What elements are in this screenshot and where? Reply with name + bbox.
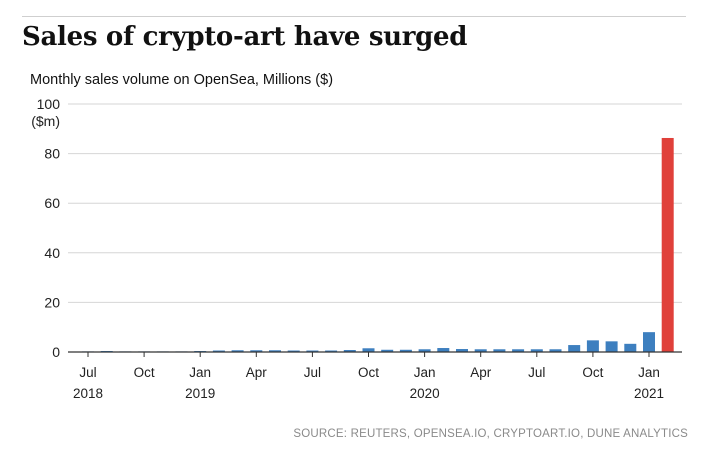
bar <box>287 350 300 352</box>
bar <box>325 350 338 352</box>
source-note: SOURCE: REUTERS, OPENSEA.IO, CRYPTOART.I… <box>293 428 688 440</box>
bar <box>418 349 431 352</box>
bar <box>474 349 487 352</box>
bar <box>343 350 356 352</box>
chart-subtitle: Monthly sales volume on OpenSea, Million… <box>30 72 334 88</box>
top-rule <box>22 16 686 17</box>
bar <box>212 350 225 352</box>
bar <box>661 137 674 352</box>
x-tick-label: Apr <box>470 365 492 380</box>
x-tick-year-label: 2021 <box>634 386 664 401</box>
y-tick-label: 40 <box>44 245 60 261</box>
x-tick-label: Oct <box>582 365 603 380</box>
bar <box>362 348 375 352</box>
bar <box>269 350 281 352</box>
y-tick-label: 20 <box>44 294 60 310</box>
bar <box>399 349 412 352</box>
bar <box>530 349 543 352</box>
x-tick-label: Jul <box>304 365 321 380</box>
bar <box>586 340 599 352</box>
x-tick-year-label: 2020 <box>410 386 440 401</box>
x-tick-label: Jul <box>79 365 96 380</box>
bar <box>437 348 450 352</box>
bar <box>605 341 618 352</box>
y-tick-label: 60 <box>44 195 60 211</box>
bar <box>624 343 637 352</box>
x-tick-label: Oct <box>134 365 155 380</box>
chart-title: Sales of crypto-art have surged <box>22 22 468 52</box>
y-tick-label: 100 <box>37 96 61 112</box>
x-tick-year-label: 2018 <box>73 386 103 401</box>
x-tick-label: Jan <box>638 365 660 380</box>
x-tick-label: Jan <box>414 365 436 380</box>
x-tick-label: Oct <box>358 365 379 380</box>
x-tick-label: Jan <box>189 365 211 380</box>
bar <box>231 350 244 352</box>
bar <box>549 349 562 352</box>
bar <box>250 350 263 352</box>
y-tick-label: 80 <box>44 146 60 162</box>
bar <box>306 350 319 352</box>
y-axis-label: ($m) <box>31 113 60 129</box>
x-tick-label: Jul <box>528 365 545 380</box>
y-tick-label: 0 <box>52 344 60 360</box>
bar <box>512 349 525 352</box>
x-tick-label: Apr <box>246 365 268 380</box>
bar <box>456 349 468 352</box>
bar <box>568 345 581 352</box>
bar <box>493 349 506 352</box>
x-tick-year-label: 2019 <box>185 386 215 401</box>
bar <box>643 332 655 352</box>
bar <box>381 349 394 352</box>
